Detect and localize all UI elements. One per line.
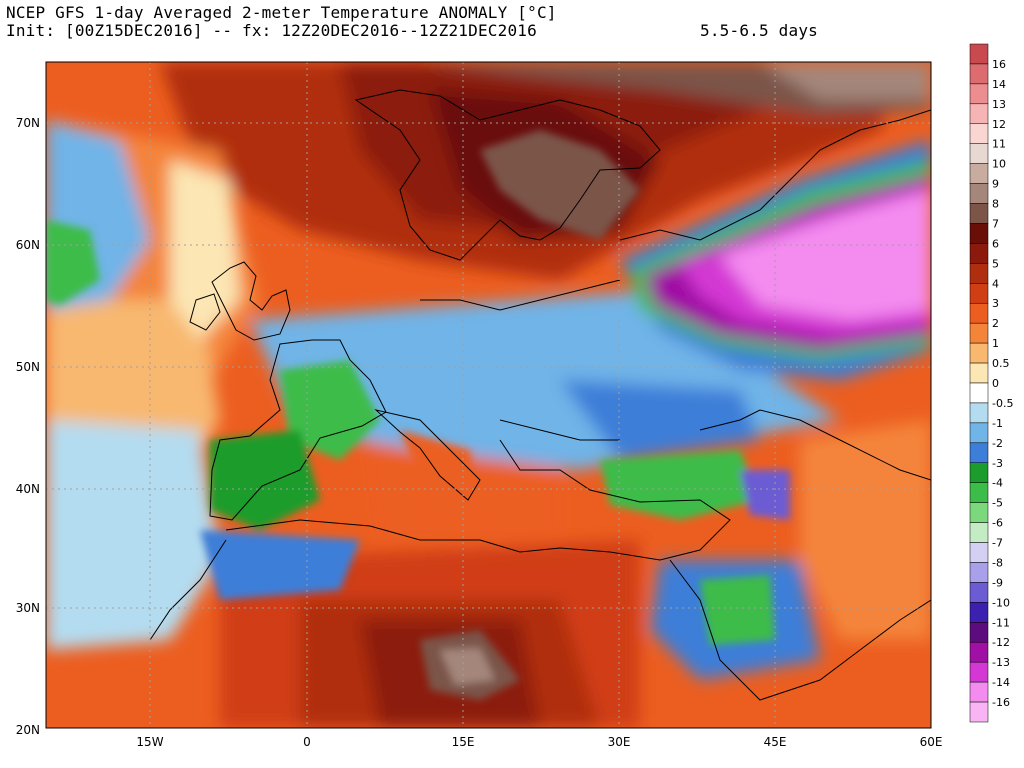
colorbar-swatch <box>969 123 989 144</box>
colorbar-tick-label: 12 <box>992 118 1006 131</box>
lon-label: 60E <box>920 735 943 749</box>
colorbar-swatch <box>969 422 989 444</box>
colorbar-swatch <box>969 542 989 563</box>
colorbar-swatch <box>969 362 989 384</box>
lat-label: 60N <box>16 238 40 252</box>
colorbar-swatch <box>969 602 989 623</box>
colorbar-tick-label: -8 <box>992 556 1003 569</box>
colorbar-tick-label: 0 <box>992 377 999 390</box>
colorbar-swatch <box>969 243 989 264</box>
colorbar-swatch <box>969 641 989 663</box>
colorbar-tick-label: 2 <box>992 317 999 330</box>
lat-label: 20N <box>16 723 40 737</box>
colorbar-tick-label: -2 <box>992 437 1003 450</box>
colorbar-swatch <box>969 681 989 703</box>
colorbar-tick-label: 7 <box>992 217 999 230</box>
colorbar-swatch <box>969 223 989 244</box>
colorbar-tick-label: 14 <box>992 78 1006 91</box>
colorbar-swatch <box>969 183 989 204</box>
colorbar-tick-label: -6 <box>992 517 1003 530</box>
colorbar-swatch <box>969 43 989 65</box>
forecast-range-label: 5.5-6.5 days <box>700 21 818 40</box>
colorbar-swatch <box>969 622 989 643</box>
lon-label: 45E <box>764 735 787 749</box>
colorbar-tick-label: -9 <box>992 576 1003 589</box>
colorbar-tick-label: -3 <box>992 457 1003 470</box>
colorbar-tick-label: 8 <box>992 198 999 211</box>
colorbar-tick-label: -11 <box>992 616 1010 629</box>
colorbar-swatch <box>969 661 989 683</box>
colorbar-swatch <box>969 302 989 324</box>
colorbar-swatch <box>969 482 989 503</box>
lon-label: 0 <box>303 735 311 749</box>
colorbar-tick-label: 6 <box>992 237 999 250</box>
colorbar-swatch <box>969 562 989 583</box>
colorbar-tick-label: -7 <box>992 537 1003 550</box>
longitude-labels: 15W 0 15E 30E 45E 60E <box>136 735 942 749</box>
colorbar-tick-label: -1 <box>992 417 1003 430</box>
colorbar-tick-label: -5 <box>992 497 1003 510</box>
colorbar-tick-label: -4 <box>992 477 1003 490</box>
colorbar-swatch <box>969 502 989 523</box>
lat-label: 50N <box>16 360 40 374</box>
colorbar-tick-label: -16 <box>992 696 1010 709</box>
lon-label: 30E <box>608 735 631 749</box>
lat-label: 30N <box>16 601 40 615</box>
colorbar-swatch <box>969 322 989 344</box>
colorbar-swatch <box>969 382 989 404</box>
colorbar-swatch <box>969 163 989 184</box>
colorbar-swatch <box>969 522 989 543</box>
lat-label: 70N <box>16 116 40 130</box>
lat-label: 40N <box>16 482 40 496</box>
coastlines <box>149 89 931 701</box>
colorbar-tick-label: -12 <box>992 636 1010 649</box>
colorbar-swatch <box>969 442 989 464</box>
colorbar-tick-label: 1 <box>992 337 999 350</box>
colorbar-swatch <box>969 263 989 284</box>
colorbar-tick-label: 10 <box>992 158 1006 171</box>
colorbar-swatch <box>969 582 989 603</box>
colorbar-tick-label: -0.5 <box>992 397 1013 410</box>
colorbar-tick-label: 5 <box>992 257 999 270</box>
colorbar-swatch <box>969 83 989 105</box>
init-time-label: Init: [00Z15DEC2016] -- fx: 12Z20DEC2016… <box>6 21 537 40</box>
colorbar-swatch <box>969 203 989 224</box>
colorbar-swatch <box>969 402 989 424</box>
colorbar-tick-label: 9 <box>992 178 999 191</box>
colorbar-tick-label: 0.5 <box>992 357 1010 370</box>
colorbar-swatch <box>969 63 989 85</box>
colorbar-tick-label: 13 <box>992 98 1006 111</box>
colorbar-swatch <box>969 103 989 125</box>
lon-label: 15W <box>136 735 163 749</box>
colorbar-swatch <box>969 701 989 723</box>
colorbar-tick-label: -10 <box>992 596 1010 609</box>
latitude-labels: 70N 60N 50N 40N 30N 20N <box>16 116 40 737</box>
colorbar-tick-label: 3 <box>992 297 999 310</box>
map-title: NCEP GFS 1-day Averaged 2-meter Temperat… <box>6 3 557 22</box>
colorbar-swatch <box>969 143 989 164</box>
map-frame <box>45 61 932 729</box>
colorbar-swatch <box>969 342 989 364</box>
colorbar-tick-label: 4 <box>992 277 999 290</box>
colorbar-tick-label: 16 <box>992 58 1006 71</box>
colorbar-tick-label: -13 <box>992 656 1010 669</box>
colorbar-tick-label: -14 <box>992 676 1010 689</box>
lon-label: 15E <box>452 735 475 749</box>
colorbar-swatch <box>969 283 989 304</box>
colorbar-swatch <box>969 462 989 483</box>
colorbar-tick-label: 11 <box>992 138 1006 151</box>
